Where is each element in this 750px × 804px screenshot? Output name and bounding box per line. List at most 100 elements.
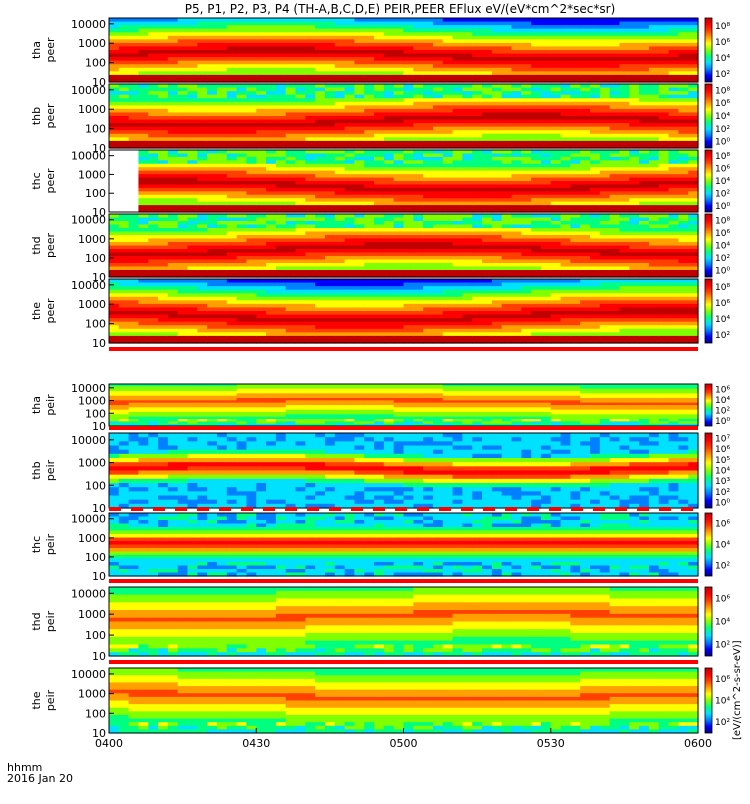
spectrogram-thd-peir — [109, 587, 699, 657]
y-tick-label: 10000 — [71, 434, 106, 447]
y-tick-label: 10000 — [71, 18, 106, 31]
colorbar-tick-label: 10² — [715, 641, 730, 651]
y-tick-label: 10000 — [71, 214, 106, 227]
colorbar-tick-label: 10⁸ — [715, 22, 730, 32]
colorbar-tick-label: 10⁰ — [715, 267, 730, 277]
y-tick-label: 100 — [85, 123, 106, 136]
colorbar-tick-label: 10⁶ — [715, 299, 730, 309]
panel-probe-label: thd — [30, 612, 43, 630]
y-tick-label: 10000 — [71, 84, 106, 97]
y-tick-label: 1000 — [78, 298, 106, 311]
spectrogram-the-peir — [109, 668, 699, 734]
x-tick-label: 0530 — [537, 737, 565, 750]
spectrogram-thb-peer — [109, 84, 699, 149]
colorbar-tick-label: 10⁶ — [715, 675, 730, 685]
panel-species-label: peer — [44, 37, 57, 63]
panel-probe-label: thd — [30, 236, 43, 254]
panel-probe-label: tha — [30, 41, 43, 59]
colorbar-tick-label: 10⁸ — [715, 152, 730, 162]
colorbar-tick-label: 10⁴ — [715, 54, 730, 64]
y-tick-label: 100 — [85, 187, 106, 200]
y-tick-label: 100 — [85, 551, 106, 564]
panel-species-label: peir — [44, 394, 57, 416]
panel-species-label: peer — [44, 168, 57, 194]
colorbar-thd-peir — [705, 587, 712, 656]
time-label-date: 2016 Jan 20 — [7, 772, 73, 785]
colorbar-tick-label: 10⁶ — [715, 445, 730, 455]
y-tick-label: 1000 — [78, 103, 106, 116]
panel-separator — [109, 347, 698, 351]
colorbar-tick-label: 10⁰ — [715, 499, 730, 509]
y-tick-label: 10000 — [71, 513, 106, 526]
colorbar-tick-label: 10² — [715, 125, 730, 135]
panel-separator — [109, 426, 698, 430]
y-tick-label: 1000 — [78, 168, 106, 181]
spectrogram-the-peer — [109, 279, 699, 344]
colorbar-tick-label: 10⁶ — [715, 385, 730, 395]
colorbar-tick-label: 10⁶ — [715, 165, 730, 175]
panel-species-label: peir — [44, 610, 57, 632]
colorbar-tick-label: 10⁰ — [715, 417, 730, 427]
colorbar-tick-label: 10⁴ — [715, 467, 730, 477]
panel-species-label: peer — [44, 298, 57, 324]
x-tick-label: 0500 — [390, 737, 418, 750]
colorbar-tick-label: 10² — [715, 254, 730, 264]
y-tick-label: 1000 — [78, 37, 106, 50]
colorbar-tick-label: 10⁴ — [715, 242, 730, 252]
colorbar-tick-label: 10² — [715, 331, 730, 341]
spectrogram-tha-peir — [109, 384, 699, 427]
colorbar-tick-label: 10⁰ — [715, 138, 730, 148]
figure-title: P5, P1, P2, P3, P4 (TH-A,B,C,D,E) PEIR,P… — [185, 2, 616, 16]
panel-species-label: peir — [44, 533, 57, 555]
y-tick-label: 1000 — [78, 532, 106, 545]
colorbar-tha-peer — [705, 18, 712, 82]
panel-probe-label: thb — [30, 107, 43, 125]
colorbar-tick-label: 10² — [715, 406, 730, 416]
colorbar-tick-label: 10² — [715, 189, 730, 199]
y-tick-label: 100 — [85, 57, 106, 70]
colorbar-tick-label: 10⁰ — [715, 202, 730, 212]
x-tick-label: 0430 — [242, 737, 270, 750]
colorbar-tick-label: 10⁶ — [715, 229, 730, 239]
y-tick-label: 10 — [92, 570, 106, 583]
colorbar-tick-label: 10⁷ — [715, 434, 730, 444]
y-tick-label: 100 — [85, 629, 106, 642]
colorbar-thc-peir — [705, 513, 712, 576]
colorbar-tick-label: 10² — [715, 70, 730, 80]
colorbar-tick-label: 10⁶ — [715, 38, 730, 48]
panel-species-label: peir — [44, 689, 57, 711]
colorbar-tick-label: 10² — [715, 718, 730, 728]
colorbar-tha-peir — [705, 384, 712, 426]
y-tick-label: 100 — [85, 252, 106, 265]
y-tick-label: 10000 — [71, 279, 106, 292]
panel-species-label: peer — [44, 233, 57, 259]
colorbar-tick-label: 10⁶ — [715, 520, 730, 530]
colorbar-unit-label: [eV/(cm^2-s-sr-eV)] — [732, 640, 743, 740]
spectrogram-tha-peer — [109, 18, 699, 83]
colorbar-tick-label: 10⁴ — [715, 396, 730, 406]
panel-probe-label: the — [30, 691, 43, 709]
panel-separator — [109, 660, 698, 664]
colorbar-thc-peer — [705, 150, 712, 212]
colorbar-tick-label: 10⁴ — [715, 112, 730, 122]
colorbar-tick-label: 10² — [715, 488, 730, 498]
y-tick-label: 10 — [92, 337, 106, 350]
y-tick-label: 10000 — [71, 587, 106, 600]
x-tick-label: 0600 — [684, 737, 712, 750]
colorbar-tick-label: 10⁴ — [715, 315, 730, 325]
y-tick-label: 10000 — [71, 150, 106, 163]
colorbar-tick-label: 10⁴ — [715, 618, 730, 628]
panel-species-label: peer — [44, 103, 57, 129]
